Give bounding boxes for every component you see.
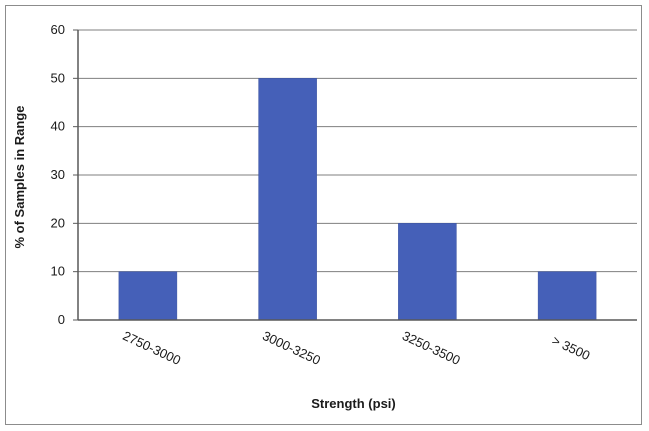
bars bbox=[118, 78, 597, 321]
x-axis-title: Strength (psi) bbox=[311, 396, 396, 411]
y-axis-title: % of Samples in Range bbox=[12, 105, 27, 248]
y-tick-label: 20 bbox=[51, 215, 65, 230]
bar bbox=[118, 271, 178, 321]
y-tick-label: 30 bbox=[51, 167, 65, 182]
y-tick-label: 40 bbox=[51, 119, 65, 134]
x-category-label: 2750-3000 bbox=[120, 328, 183, 368]
bar bbox=[398, 223, 457, 321]
y-axis-ticks: 0 10 20 30 40 50 60 bbox=[51, 22, 78, 327]
y-tick-label: 10 bbox=[51, 264, 65, 279]
bar bbox=[258, 78, 317, 321]
x-category-label: 3250-3500 bbox=[400, 328, 463, 368]
y-tick-label: 50 bbox=[51, 70, 65, 85]
bar bbox=[537, 271, 597, 321]
gridlines bbox=[78, 29, 637, 273]
x-category-label: > 3500 bbox=[550, 333, 593, 364]
x-axis-category-labels: 2750-3000 3000-3250 3250-3500 > 3500 bbox=[120, 328, 592, 368]
y-tick-label: 0 bbox=[58, 312, 65, 327]
chart-frame bbox=[5, 5, 642, 425]
y-tick-label: 60 bbox=[51, 22, 65, 37]
x-category-label: 3000-3250 bbox=[260, 328, 323, 368]
